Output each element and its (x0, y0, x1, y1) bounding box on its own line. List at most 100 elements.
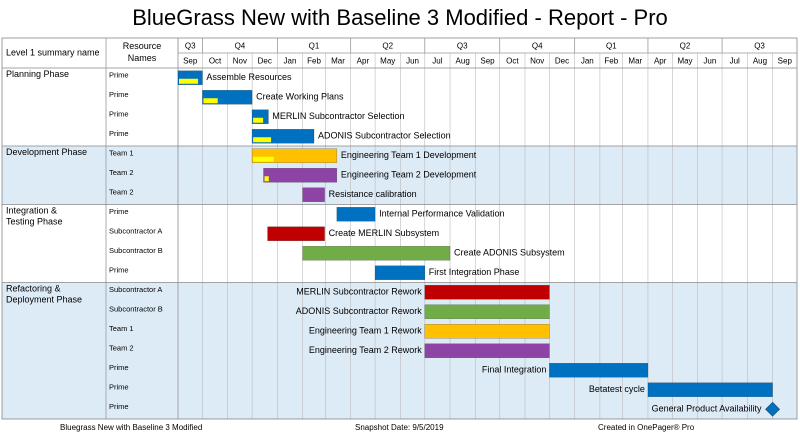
task-bar (424, 285, 550, 300)
task-label: Engineering Team 1 Development (341, 150, 477, 160)
task-label: ADONIS Subcontractor Selection (318, 131, 451, 141)
quarter-label: Q1 (309, 42, 320, 51)
month-label: Dec (555, 57, 569, 66)
task-progress (253, 156, 274, 162)
task-progress (253, 137, 272, 143)
task-bar (336, 207, 376, 222)
month-label: Feb (307, 57, 321, 66)
month-label: Jun (406, 57, 419, 66)
resource-name: Prime (109, 383, 129, 392)
task-progress (264, 176, 269, 182)
task-bar (263, 168, 338, 183)
task-bar (302, 187, 325, 202)
milestone-marker (765, 401, 780, 417)
quarter-label: Q2 (680, 42, 691, 51)
month-label: Jan (581, 57, 594, 66)
task-label: Engineering Team 1 Rework (309, 326, 422, 336)
month-label: Jul (432, 57, 442, 66)
resource-name: Subcontractor A (109, 285, 162, 294)
task-label: Final Integration (482, 365, 547, 375)
page-title: BlueGrass New with Baseline 3 Modified -… (132, 5, 668, 30)
month-label: Nov (530, 57, 544, 66)
month-label: Apr (654, 57, 667, 66)
task-progress (203, 98, 218, 104)
task-progress (253, 117, 264, 123)
month-label: Apr (357, 57, 370, 66)
task-label: Betatest cycle (589, 384, 645, 394)
quarter-label: Q2 (382, 42, 393, 51)
resource-name: Subcontractor B (109, 305, 163, 314)
header-summary-name: Level 1 summary name (6, 47, 100, 57)
resource-name: Team 2 (109, 188, 134, 197)
task-label: Engineering Team 2 Rework (309, 345, 422, 355)
task-label: MERLIN Subcontractor Rework (296, 287, 422, 297)
task-bar (424, 324, 550, 339)
group-band (2, 146, 797, 205)
resource-name: Subcontractor A (109, 227, 162, 236)
footer-snapshot-date: Snapshot Date: 9/5/2019 (355, 423, 444, 432)
task-label: Create Working Plans (256, 92, 344, 102)
month-label: Sep (480, 57, 495, 66)
task-label: Resistance calibration (329, 189, 417, 199)
month-label: Oct (506, 57, 519, 66)
month-label: Sep (183, 57, 198, 66)
quarter-label: Q3 (754, 42, 765, 51)
month-label: May (380, 57, 395, 66)
month-label: Aug (753, 57, 767, 66)
resource-name: Team 1 (109, 149, 134, 158)
task-bar (647, 382, 773, 397)
task-bar (549, 363, 649, 378)
group-name: Refactoring & Deployment Phase (6, 284, 82, 305)
group-name: Integration & Testing Phase (6, 206, 63, 227)
footer-created-in: Created in OnePager® Pro (598, 423, 695, 432)
task-progress (179, 78, 199, 84)
resource-name: Prime (109, 402, 129, 411)
resource-name: Prime (109, 266, 129, 275)
month-label: Jan (284, 57, 297, 66)
footer-project-name: Bluegrass New with Baseline 3 Modified (60, 423, 203, 432)
resource-name: Team 1 (109, 324, 134, 333)
resource-name: Team 2 (109, 168, 134, 177)
task-bar (267, 226, 325, 241)
task-label: General Product Availability (652, 404, 762, 414)
task-label: Assemble Resources (206, 72, 292, 82)
chart-frame (1, 37, 798, 420)
task-bar (424, 304, 550, 319)
quarter-label: Q4 (235, 42, 246, 51)
resource-name: Prime (109, 207, 129, 216)
month-label: Mar (331, 57, 345, 66)
group-name: Planning Phase (6, 69, 69, 79)
task-bar (302, 246, 451, 261)
resource-name: Prime (109, 129, 129, 138)
month-label: Jul (730, 57, 740, 66)
resource-name: Prime (109, 90, 129, 99)
task-label: Internal Performance Validation (379, 209, 504, 219)
quarter-label: Q1 (606, 42, 617, 51)
month-label: Dec (258, 57, 272, 66)
task-label: Engineering Team 2 Development (341, 170, 477, 180)
quarter-label: Q3 (457, 42, 468, 51)
month-label: Oct (209, 57, 222, 66)
month-label: Mar (628, 57, 642, 66)
month-label: Feb (604, 57, 618, 66)
header-resource-names: Resource Names (123, 41, 162, 63)
quarter-label: Q3 (185, 42, 196, 51)
resource-name: Prime (109, 110, 129, 119)
task-label: Create MERLIN Subsystem (329, 228, 440, 238)
month-label: Sep (778, 57, 793, 66)
resource-name: Prime (109, 71, 129, 80)
month-label: Nov (233, 57, 247, 66)
task-bar (424, 343, 550, 358)
task-label: Create ADONIS Subsystem (454, 248, 565, 258)
month-label: Jun (703, 57, 716, 66)
task-label: ADONIS Subcontractor Rework (296, 306, 423, 316)
resource-name: Prime (109, 363, 129, 372)
quarter-label: Q4 (532, 42, 543, 51)
task-bar (374, 265, 426, 280)
month-label: Aug (456, 57, 470, 66)
task-label: First Integration Phase (429, 267, 520, 277)
resource-name: Subcontractor B (109, 246, 163, 255)
task-label: MERLIN Subcontractor Selection (272, 111, 404, 121)
group-name: Development Phase (6, 147, 87, 157)
